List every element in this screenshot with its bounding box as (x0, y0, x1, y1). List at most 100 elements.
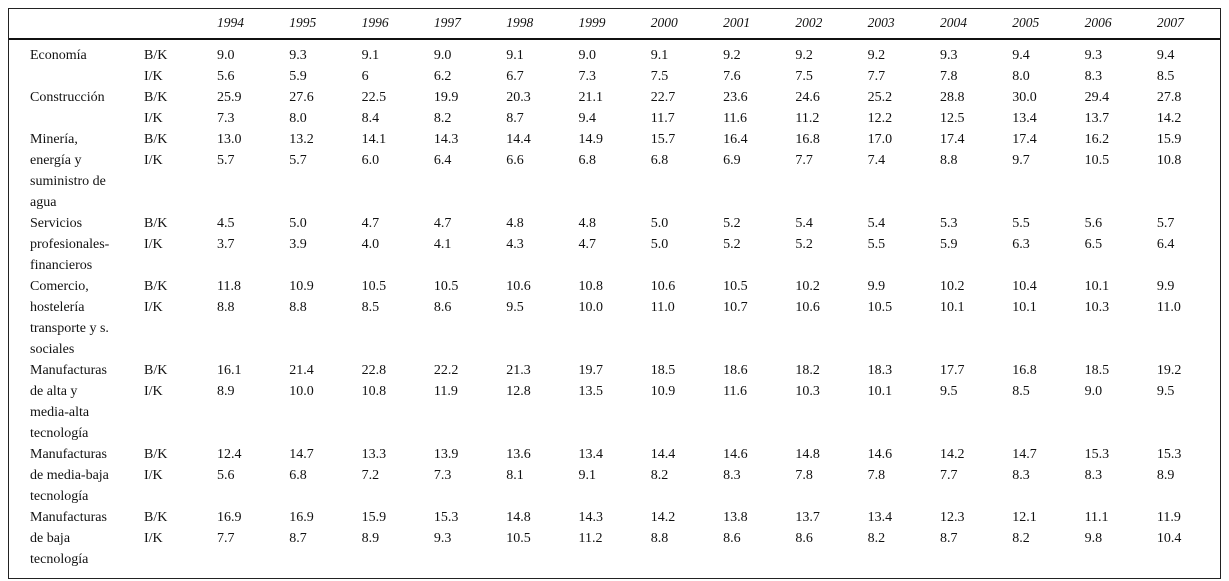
bk-value: 10.5 (361, 279, 387, 294)
value-cell-2004: 12.3 8.7 (940, 507, 1012, 549)
value-cell-2000: 22.7 11.7 (651, 87, 723, 129)
value-cell-1998: 14.4 6.6 (506, 129, 578, 171)
value-cell-2004: 17.7 9.5 (940, 360, 1012, 402)
ik-value: 11.9 (433, 384, 458, 399)
ik-value: 6.6 (506, 153, 524, 168)
ik-value: 13.4 (1012, 111, 1037, 126)
year-header-1995: 1995 (289, 15, 317, 30)
ik-value: 8.7 (939, 531, 958, 546)
bk-value: 22.7 (650, 90, 676, 105)
bk-value: 13.4 (867, 510, 893, 525)
ik-value: 7.5 (795, 69, 813, 84)
bk-value: 13.4 (578, 447, 603, 462)
value-cell-1995: 14.7 6.8 (289, 444, 361, 486)
bk-value: 11.1 (1084, 510, 1109, 525)
ik-value: 6 (361, 69, 369, 84)
ik-value: 6.3 (1012, 237, 1030, 252)
table-header-row: 1994 1995 1996 1997 1998 1999 2000 2001 2002 2003… (9, 9, 1220, 40)
ratio-label: B/K (144, 363, 168, 378)
ik-value: 11.0 (1156, 300, 1181, 315)
value-cell-1998: 10.6 9.5 (506, 276, 578, 318)
bk-value: 4.5 (217, 216, 235, 231)
ratio-labels-cell: B/K I/K (144, 276, 217, 318)
ik-value: 9.5 (1156, 384, 1175, 399)
bk-value: 4.8 (506, 216, 524, 231)
ratio-label: I/K (144, 300, 163, 315)
bk-value: 22.5 (361, 90, 387, 105)
ratio-label: B/K (144, 48, 168, 63)
bk-value: 9.4 (1012, 48, 1030, 63)
value-cell-2007: 15.3 8.9 (1157, 444, 1229, 486)
year-header-2005: 2005 (1012, 15, 1040, 30)
bk-value: 18.3 (867, 363, 893, 378)
bk-value: 9.1 (361, 48, 380, 63)
value-cell-2006: 9.3 8.3 (1085, 45, 1157, 87)
sector-name: Manufacturas de baja tecnología (30, 510, 107, 567)
bk-value: 13.2 (289, 132, 314, 147)
bk-value: 13.7 (795, 510, 820, 525)
value-cell-2000: 18.5 10.9 (651, 360, 723, 402)
sector-group-row: Servicios profesionales- financieros B/K I… (30, 213, 1220, 276)
value-cell-2000: 14.2 8.8 (651, 507, 723, 549)
value-cell-2006: 11.1 9.8 (1085, 507, 1157, 549)
bk-value: 20.3 (506, 90, 531, 105)
value-cell-2005: 17.4 9.7 (1012, 129, 1084, 171)
value-cell-1998: 20.3 8.7 (506, 87, 578, 129)
ratio-label: B/K (144, 132, 168, 147)
ik-value: 6.8 (289, 468, 307, 483)
ik-value: 10.0 (289, 384, 314, 399)
sector-group-row: Economía B/K I/K 9.0 5.6 9.3 5.9 9.1 6 9.0 6.2 9.1 6… (30, 45, 1220, 87)
bk-value: 16.9 (217, 510, 242, 525)
value-cell-2001: 13.8 8.6 (723, 507, 795, 549)
ratio-labels-cell: B/K I/K (144, 45, 217, 87)
ik-value: 8.5 (1156, 69, 1175, 84)
value-cell-2002: 18.2 10.3 (795, 360, 867, 402)
bk-value: 25.9 (217, 90, 242, 105)
ik-value: 9.5 (939, 384, 958, 399)
ik-value: 10.4 (1156, 531, 1182, 546)
ik-value: 6.4 (1156, 237, 1175, 252)
ik-value: 6.8 (578, 153, 596, 168)
value-cell-1998: 9.1 6.7 (506, 45, 578, 87)
bk-value: 9.9 (1156, 279, 1175, 294)
ik-value: 9.5 (506, 300, 524, 315)
bk-value: 27.6 (289, 90, 314, 105)
sector-name: Servicios profesionales- financieros (30, 216, 110, 273)
value-cell-2004: 10.2 10.1 (940, 276, 1012, 318)
bk-value: 21.4 (289, 363, 314, 378)
ik-value: 10.0 (578, 300, 603, 315)
ratio-labels-cell: B/K I/K (144, 213, 217, 255)
value-cell-2000: 9.1 7.5 (651, 45, 723, 87)
bk-value: 12.3 (939, 510, 965, 525)
value-cell-2001: 10.5 10.7 (723, 276, 795, 318)
value-cell-1997: 9.0 6.2 (434, 45, 506, 87)
ik-value: 10.9 (650, 384, 676, 399)
bk-value: 10.4 (1012, 279, 1037, 294)
ik-value: 8.5 (1012, 384, 1030, 399)
value-cell-1994: 16.9 7.7 (217, 507, 289, 549)
value-cell-2001: 9.2 7.6 (723, 45, 795, 87)
ratio-label: B/K (144, 90, 168, 105)
ik-value: 7.8 (867, 468, 886, 483)
value-cell-2005: 9.4 8.0 (1012, 45, 1084, 87)
bk-value: 19.7 (578, 363, 603, 378)
bk-value: 15.9 (361, 510, 387, 525)
bk-value: 21.3 (506, 363, 531, 378)
ik-value: 6.9 (723, 153, 741, 168)
bk-value: 15.3 (433, 510, 459, 525)
ik-value: 10.1 (939, 300, 965, 315)
value-cell-2003: 17.0 7.4 (868, 129, 940, 171)
bk-value: 11.8 (217, 279, 241, 294)
ik-value: 11.6 (723, 384, 748, 399)
ik-value: 7.3 (217, 111, 235, 126)
ratio-labels-cell: B/K I/K (144, 129, 217, 171)
value-cell-2007: 9.9 11.0 (1157, 276, 1229, 318)
bk-value: 13.0 (217, 132, 242, 147)
ik-value: 7.2 (361, 468, 380, 483)
bk-value: 30.0 (1012, 90, 1037, 105)
bk-value: 10.6 (506, 279, 531, 294)
value-cell-1999: 21.1 9.4 (578, 87, 650, 129)
ik-value: 8.0 (289, 111, 307, 126)
sector-group-row: Minería, energía y suministro de agua B/K… (30, 129, 1220, 213)
ik-value: 8.6 (433, 300, 452, 315)
